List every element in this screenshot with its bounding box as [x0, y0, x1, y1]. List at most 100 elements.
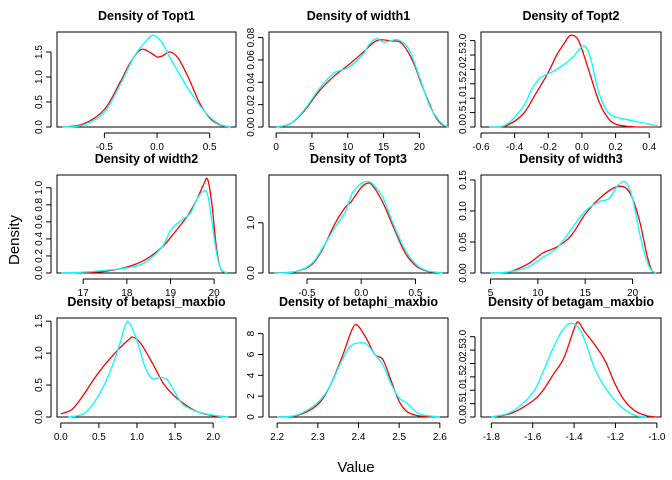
x-tick-label: 0.4	[642, 142, 656, 153]
y-tick-label: 0.6	[34, 214, 45, 228]
panel-title: Density of Topt1	[98, 9, 195, 23]
x-tick-label: 0.5	[409, 288, 423, 299]
x-tick-label: 10	[342, 142, 354, 153]
x-tick-label: -0.6	[472, 142, 490, 153]
x-tick-label: 0.5	[203, 142, 217, 153]
y-axis: 0.00.51.01.52.02.53.0	[458, 33, 476, 134]
x-axis: 17 18 19 20	[78, 278, 220, 299]
y-tick-label: 1.0	[246, 215, 257, 229]
y-tick-label: 0.0	[34, 120, 45, 134]
x-tick-label: -1.8	[483, 432, 501, 443]
y-tick-label: 0.5	[34, 95, 45, 109]
y-tick-label: 1.0	[458, 91, 469, 105]
density-panel-9: Density of betagam_maxbio -1.8 -1.6 -1.4 -1.…	[458, 295, 666, 443]
y-tick-label: 0.4	[34, 232, 45, 246]
x-tick-label: 2.4	[352, 432, 366, 443]
y-tick-label: 0.0	[34, 410, 45, 424]
density-panel-1: Density of Topt1 -0.5 0.0 0.5 0.0 0.5 1.0 1.5	[34, 9, 237, 153]
density-line-red	[489, 34, 658, 128]
y-tick-label: 3.0	[458, 329, 469, 343]
density-line-cyan	[274, 180, 443, 274]
y-tick-label: 1.5	[458, 369, 469, 383]
x-tick-label: 2.5	[392, 432, 406, 443]
x-tick-label: -1.2	[607, 432, 625, 443]
y-tick-label: 1.0	[458, 383, 469, 397]
panel-title: Density of betaphi_maxbio	[279, 295, 438, 309]
x-axis: 0.0 0.5 1.0 1.5 2.0	[54, 422, 221, 443]
x-tick-label: 1.0	[130, 432, 144, 443]
y-tick-label: 0.0	[34, 266, 45, 280]
y-tick-label: 8	[246, 330, 257, 336]
x-tick-label: 0.5	[92, 432, 106, 443]
density-line-cyan	[62, 34, 231, 128]
y-tick-label: 2.5	[458, 343, 469, 357]
y-tick-label: 0.05	[458, 232, 469, 252]
density-line-cyan	[276, 38, 449, 128]
y-tick-label: 0.00	[458, 263, 469, 283]
x-tick-label: 17	[78, 288, 90, 299]
density-panel-4: Density of width2 17 18 19 20 0.0 0.2 0.4 0.6 0.8…	[34, 152, 237, 299]
x-tick-label: 0.0	[575, 142, 589, 153]
plot-frame	[480, 31, 662, 128]
x-tick-label: -1.0	[648, 432, 666, 443]
x-tick-label: 10	[532, 288, 544, 299]
panels-grid: Density of Topt1-0.5 0.0 0.50.00.51.01.5De…	[34, 9, 666, 443]
plot-frame	[480, 317, 662, 418]
y-axis-label: Density	[6, 214, 23, 265]
x-axis: 5 10 15 20	[488, 278, 639, 299]
x-tick-label: 2.3	[311, 432, 325, 443]
x-tick-label: 20	[627, 288, 639, 299]
panel-title: Density of betagam_maxbio	[488, 295, 654, 309]
y-axis: 0.00 0.05 0.10 0.15	[458, 170, 476, 283]
density-line-cyan	[490, 180, 657, 274]
density-line-cyan	[489, 45, 658, 128]
plot-frame	[268, 317, 449, 418]
x-tick-label: 15	[580, 288, 592, 299]
x-tick-label: 0	[273, 142, 279, 153]
y-tick-label: 1.0	[34, 180, 45, 194]
x-tick-label: -0.2	[540, 142, 558, 153]
plot-frame	[56, 317, 237, 418]
y-tick-label: 0.5	[458, 396, 469, 410]
plot-frame	[268, 31, 449, 128]
density-line-red	[491, 321, 657, 418]
y-axis: 0.00 0.02 0.04 0.06 0.08	[246, 27, 264, 137]
panel-title: Density of Topt3	[310, 152, 407, 166]
panel-title: Density of width1	[307, 9, 411, 23]
panel-title: Density of betapsi_maxbio	[67, 295, 226, 309]
y-axis: 0.0 0.5 1.0 1.5	[34, 45, 52, 134]
y-tick-label: 0.10	[458, 201, 469, 221]
x-tick-label: -1.4	[565, 432, 583, 443]
x-tick-label: -0.4	[506, 142, 524, 153]
plot-frame	[268, 174, 449, 274]
y-tick-label: 0.2	[34, 249, 45, 263]
x-tick-label: 0.0	[54, 432, 68, 443]
y-tick-label: 2	[246, 393, 257, 399]
y-tick-label: 0.06	[246, 50, 257, 70]
density-line-cyan	[68, 320, 229, 418]
panel-title: Density of width3	[519, 152, 623, 166]
y-tick-label: 0.08	[246, 27, 257, 47]
y-tick-label: 0.00	[246, 117, 257, 137]
density-panel-6: Density of width3 5 10 15 20 0.00 0.05 0.10 0.15	[458, 152, 662, 299]
y-tick-label: 0.0	[458, 120, 469, 134]
y-tick-label: 0.8	[34, 197, 45, 211]
y-tick-label: 0.5	[458, 105, 469, 119]
density-line-red	[490, 185, 657, 274]
y-axis: 0.00.51.01.52.02.53.0	[458, 329, 476, 424]
x-tick-label: 18	[121, 288, 133, 299]
x-tick-label: -1.6	[524, 432, 542, 443]
y-tick-label: 0.0	[246, 266, 257, 280]
y-tick-label: 1.5	[458, 76, 469, 90]
x-tick-label: -0.5	[96, 142, 114, 153]
x-tick-label: 1.5	[168, 432, 182, 443]
density-panel-5: Density of Topt3 -0.5 0.0 0.5 0.0 1.0	[246, 152, 449, 299]
y-tick-label: 2.5	[458, 48, 469, 62]
y-tick-label: 0.0	[458, 410, 469, 424]
x-tick-label: 5	[488, 288, 494, 299]
x-tick-label: 2.0	[206, 432, 220, 443]
plot-frame	[480, 174, 662, 274]
